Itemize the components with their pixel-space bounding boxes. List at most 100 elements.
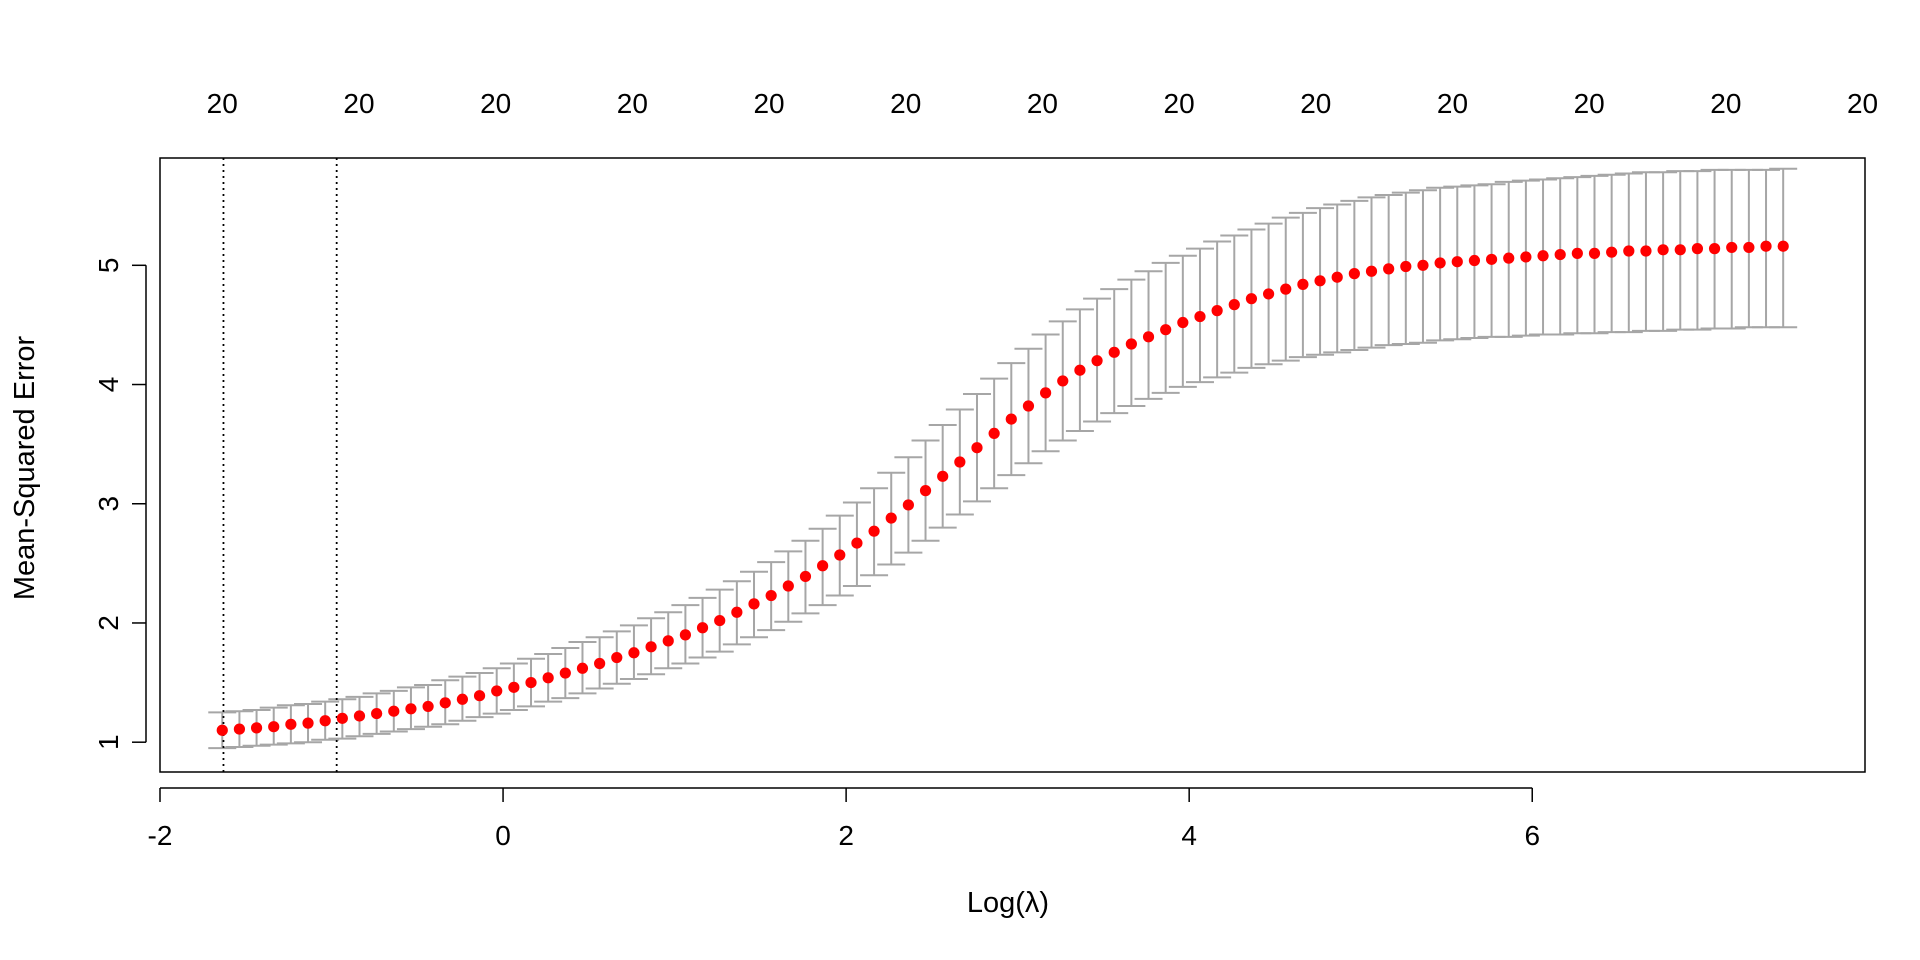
data-point [371, 707, 383, 720]
data-point [1211, 305, 1223, 317]
data-point [1245, 293, 1258, 305]
data-point [353, 710, 366, 722]
x-axis: -2 0 2 4 6 [148, 787, 1540, 851]
data-point [268, 721, 280, 733]
top-axis-label: 20 [1300, 88, 1331, 119]
data-point [1383, 263, 1395, 275]
top-axis-label: 20 [1437, 88, 1468, 119]
data-point [1331, 271, 1343, 283]
data-point [1640, 245, 1652, 257]
data-point [834, 549, 846, 561]
data-point [1108, 346, 1120, 358]
data-point [885, 512, 897, 524]
top-axis-label: 20 [207, 88, 238, 119]
x-tick-label: 6 [1524, 820, 1540, 851]
x-axis-title: Log(λ) [967, 887, 1049, 919]
data-point [1743, 241, 1755, 254]
top-axis-label: 20 [753, 88, 784, 119]
data-point [799, 570, 812, 583]
data-point [1040, 387, 1052, 399]
data-point [1760, 240, 1772, 252]
data-point [1623, 245, 1635, 257]
data-point [388, 705, 400, 717]
data-point [662, 635, 674, 647]
data-point [1348, 268, 1360, 280]
y-tick-label: 3 [93, 496, 124, 512]
data-point [611, 651, 623, 664]
data-point [1022, 400, 1035, 412]
data-point [1708, 243, 1721, 255]
data-point [491, 685, 503, 697]
top-axis-label: 20 [1574, 88, 1605, 119]
data-point [817, 560, 829, 572]
data-point [1091, 355, 1103, 367]
top-axis-label: 20 [1710, 88, 1741, 119]
data-point [1194, 310, 1206, 323]
y-tick-label: 5 [93, 258, 124, 274]
data-point [216, 724, 228, 736]
data-point [731, 606, 743, 618]
data-point [1057, 375, 1069, 387]
data-point [1434, 257, 1446, 269]
data-point [782, 580, 794, 592]
x-tick-label: -2 [148, 820, 173, 851]
data-point [902, 499, 914, 511]
top-axis-label: 20 [1027, 88, 1058, 119]
data-point [645, 641, 657, 653]
plot-frame [159, 157, 1866, 773]
data-point [319, 715, 331, 727]
data-point [302, 717, 314, 729]
data-point [1005, 413, 1017, 425]
data-point [1554, 248, 1566, 261]
x-tick-label: 0 [495, 820, 511, 851]
data-point [1485, 253, 1498, 265]
data-point [1280, 283, 1292, 295]
data-point [1691, 243, 1704, 255]
data-point [971, 442, 983, 454]
y-axis-title: Mean-Squared Error [9, 335, 41, 600]
data-point [1262, 288, 1275, 300]
y-axis: 1 2 3 4 5 [93, 258, 147, 750]
data-point [525, 676, 537, 689]
top-axis-label: 20 [617, 88, 648, 119]
y-tick-label: 1 [93, 734, 124, 750]
top-axis-label: 20 [1164, 88, 1195, 119]
data-point [250, 722, 263, 734]
data-point [559, 667, 571, 679]
data-point [1365, 265, 1378, 277]
data-point [1571, 247, 1583, 259]
data-point [473, 690, 486, 702]
data-point [1537, 250, 1549, 262]
top-axis-label: 20 [480, 88, 511, 119]
data-point [1606, 246, 1618, 258]
points-group [216, 240, 1789, 736]
data-point [456, 693, 469, 705]
data-point [1451, 256, 1463, 268]
data-point [1468, 254, 1481, 267]
data-point [1417, 259, 1429, 271]
data-point [1520, 251, 1532, 263]
data-point [714, 614, 726, 627]
data-point [1125, 338, 1137, 350]
data-point [919, 485, 932, 497]
data-point [1777, 240, 1789, 252]
data-point [1297, 278, 1309, 290]
data-point [868, 525, 880, 537]
x-tick-label: 4 [1181, 820, 1197, 851]
data-point [748, 598, 760, 610]
data-point [1074, 364, 1086, 376]
data-point [576, 662, 589, 674]
top-axis-labels: 2020202020202020202020202020202020202020 [207, 88, 1878, 119]
data-point [628, 647, 640, 659]
data-point [1588, 247, 1601, 259]
data-point [1674, 244, 1686, 256]
data-point [1160, 324, 1172, 336]
data-point [233, 723, 246, 735]
data-point [594, 657, 606, 670]
data-point [439, 697, 451, 709]
data-point [542, 672, 554, 684]
reference-lines-group [222, 158, 338, 772]
data-point [1177, 316, 1189, 329]
data-point [696, 622, 709, 634]
